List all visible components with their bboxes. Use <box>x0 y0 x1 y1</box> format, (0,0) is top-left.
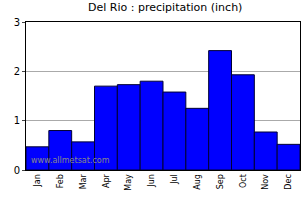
svg-text:Aug: Aug <box>193 174 202 190</box>
svg-text:Nov: Nov <box>261 174 270 190</box>
svg-text:Jan: Jan <box>33 174 42 187</box>
svg-text:0: 0 <box>14 165 20 176</box>
svg-text:Del Rio : precipitation (inch): Del Rio : precipitation (inch) <box>88 1 242 14</box>
svg-text:Sep: Sep <box>216 174 225 189</box>
svg-text:Mar: Mar <box>79 173 88 189</box>
svg-text:Jul: Jul <box>170 174 179 185</box>
svg-text:Apr: Apr <box>102 173 111 188</box>
svg-text:May: May <box>124 174 133 191</box>
svg-text:2: 2 <box>14 66 20 77</box>
svg-text:1: 1 <box>14 115 20 126</box>
svg-text:www.allmetsat.com: www.allmetsat.com <box>31 156 110 165</box>
svg-text:Feb: Feb <box>56 174 65 188</box>
svg-text:3: 3 <box>14 17 20 28</box>
svg-text:Jun: Jun <box>147 174 156 188</box>
svg-text:Dec: Dec <box>284 174 293 189</box>
svg-text:Oct: Oct <box>239 174 248 188</box>
